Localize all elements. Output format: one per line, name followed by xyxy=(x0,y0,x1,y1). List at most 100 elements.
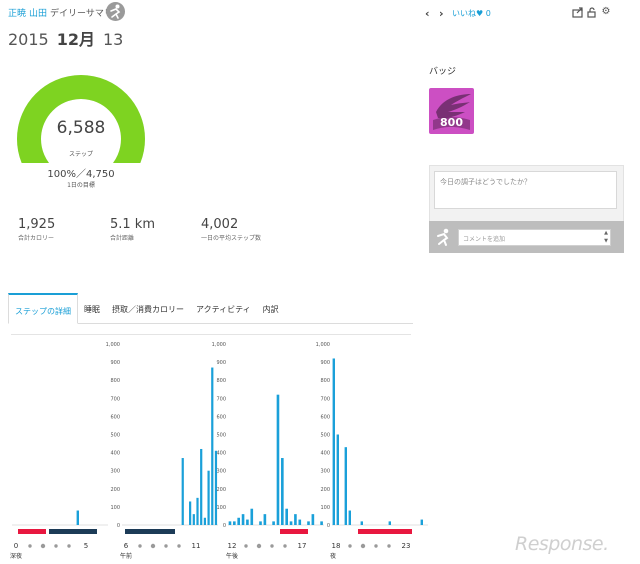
stat-calories: 1,925 合計カロリー xyxy=(18,217,55,242)
y-tick-label: 0 xyxy=(223,523,226,529)
hour-dot xyxy=(67,544,71,548)
step-bar xyxy=(237,517,240,525)
period-label: 夜 xyxy=(330,552,336,560)
awake-segment xyxy=(125,529,175,534)
tab-breakdown[interactable]: 内訳 xyxy=(262,305,279,314)
y-tick-label: 100 xyxy=(320,505,330,511)
hour-dot xyxy=(270,544,274,548)
step-bar xyxy=(241,514,245,525)
watermark: Response. xyxy=(515,533,609,555)
hour-end-label: 11 xyxy=(192,542,201,550)
spinner-down-icon[interactable]: ▼ xyxy=(604,238,608,244)
spinner-up-icon[interactable]: ▲ xyxy=(604,230,608,236)
hour-start-label: 6 xyxy=(124,542,129,550)
y-tick-label: 700 xyxy=(320,396,330,402)
step-bar xyxy=(181,458,184,525)
period-label: 午後 xyxy=(226,552,238,560)
like-button[interactable]: いいね♥ 0 xyxy=(452,8,491,19)
period-label: 午前 xyxy=(120,552,132,560)
hour-start-label: 0 xyxy=(14,542,18,550)
tab-calories[interactable]: 摂取／消費カロリー xyxy=(112,305,184,314)
hour-dot xyxy=(360,543,366,549)
date-heading: 2015 12月 13 xyxy=(8,26,123,50)
goal-label: 1日の目標 xyxy=(67,182,95,189)
chevron-right-icon[interactable]: › xyxy=(439,7,444,20)
y-tick-label: 700 xyxy=(110,396,120,402)
y-tick-label: 400 xyxy=(320,451,330,457)
y-tick-label: 0 xyxy=(117,523,120,529)
step-bar xyxy=(332,358,335,525)
tab-sleep[interactable]: 睡眠 xyxy=(84,305,100,314)
hour-dot xyxy=(54,544,58,548)
y-tick-label: 800 xyxy=(320,378,330,384)
step-bar xyxy=(233,521,236,525)
hour-end-label: 17 xyxy=(298,542,307,550)
step-bar xyxy=(196,497,199,525)
badge-tile[interactable]: 800 xyxy=(429,88,474,134)
date-year: 2015 xyxy=(8,30,49,49)
step-bar xyxy=(228,521,232,525)
y-tick-label: 100 xyxy=(216,505,226,511)
y-tick-label: 0 xyxy=(327,523,330,529)
add-comment-input[interactable]: コメントを追加 xyxy=(458,229,611,246)
mood-comment-field[interactable]: 今日の調子はどうでしたか？ xyxy=(434,171,617,209)
steps-unit: ステップ xyxy=(68,151,93,158)
sleep-segment xyxy=(280,529,308,534)
step-bar xyxy=(420,519,423,525)
y-tick-label: 500 xyxy=(216,433,226,439)
lock-icon[interactable] xyxy=(586,6,598,18)
share-icon[interactable] xyxy=(572,6,584,18)
y-tick-label: 1,000 xyxy=(316,342,330,348)
hour-dot xyxy=(177,544,181,548)
breadcrumb: 正暁 山田 デイリーサマリー xyxy=(8,6,122,19)
gear-icon[interactable]: ⚙ xyxy=(601,6,611,17)
badge-section-title: バッジ xyxy=(429,67,457,77)
heart-icon: ♥ xyxy=(476,9,484,18)
avatar xyxy=(432,226,454,248)
step-bar xyxy=(311,514,315,525)
step-bar xyxy=(207,470,210,525)
goal-percent: 100%／4,750 xyxy=(47,169,115,180)
stat-value: 5.1 km xyxy=(110,217,155,232)
like-label: いいね xyxy=(452,9,476,18)
step-bar xyxy=(200,448,203,525)
hour-dot xyxy=(244,544,248,548)
tab-bar: ステップの詳細 睡眠 摂取／消費カロリー アクティビティ 内訳 xyxy=(8,293,413,324)
step-bar xyxy=(246,519,249,525)
step-bar xyxy=(250,508,254,525)
y-tick-label: 500 xyxy=(110,433,120,439)
y-tick-label: 900 xyxy=(110,360,120,366)
tab-step-details[interactable]: ステップの詳細 xyxy=(8,293,78,324)
sleep-segment xyxy=(358,529,412,534)
hour-dot xyxy=(28,544,32,548)
y-tick-label: 800 xyxy=(216,378,226,384)
avatar[interactable] xyxy=(106,2,125,21)
y-tick-label: 700 xyxy=(216,396,226,402)
step-bar xyxy=(76,510,79,525)
stat-label: 一日の平均ステップ数 xyxy=(201,235,262,242)
y-tick-label: 600 xyxy=(216,414,226,420)
y-tick-label: 1,000 xyxy=(212,342,226,348)
step-bar xyxy=(276,394,280,525)
chevron-left-icon[interactable]: ‹ xyxy=(425,7,430,20)
step-bar xyxy=(388,521,391,525)
y-tick-label: 800 xyxy=(110,378,120,384)
tab-activity[interactable]: アクティビティ xyxy=(196,305,251,314)
step-bar xyxy=(192,514,195,525)
y-tick-label: 400 xyxy=(216,451,226,457)
hour-dot xyxy=(387,544,391,548)
stat-label: 合計距離 xyxy=(110,235,135,242)
steps-gauge xyxy=(17,75,145,163)
breadcrumb-link[interactable]: 正暁 xyxy=(8,9,27,19)
user-name-link[interactable]: 山田 xyxy=(29,9,48,19)
hour-dot xyxy=(164,544,168,548)
step-bar xyxy=(189,501,192,525)
hour-dot xyxy=(138,544,142,548)
y-tick-label: 200 xyxy=(110,487,120,493)
hour-dot xyxy=(348,544,352,548)
wing-icon xyxy=(433,94,471,130)
step-bar xyxy=(289,521,293,525)
hour-end-label: 23 xyxy=(402,542,411,550)
stat-distance: 5.1 km 合計距離 xyxy=(110,217,155,242)
runner-icon xyxy=(110,4,121,19)
